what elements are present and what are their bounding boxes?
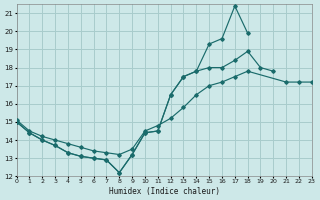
X-axis label: Humidex (Indice chaleur): Humidex (Indice chaleur) bbox=[109, 187, 220, 196]
